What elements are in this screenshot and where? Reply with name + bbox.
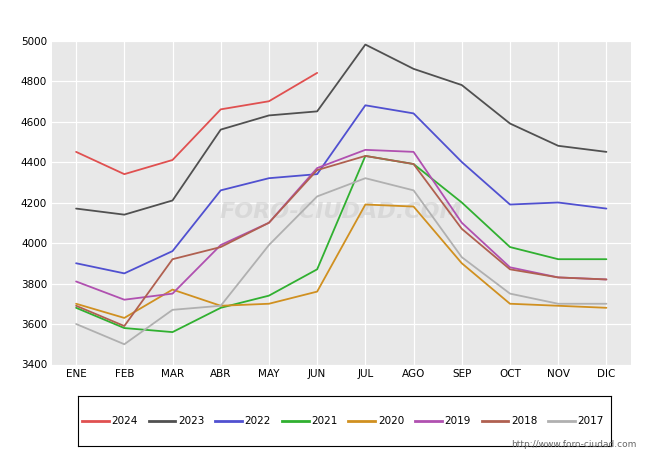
Text: 2017: 2017: [578, 416, 604, 426]
Text: http://www.foro-ciudad.com: http://www.foro-ciudad.com: [512, 440, 637, 449]
Text: 2023: 2023: [178, 416, 204, 426]
Text: 2020: 2020: [378, 416, 404, 426]
Text: Afiliados en Teulada a 31/5/2024: Afiliados en Teulada a 31/5/2024: [190, 8, 460, 26]
Text: 2018: 2018: [511, 416, 538, 426]
Text: FORO-CIUDAD.COM: FORO-CIUDAD.COM: [220, 202, 463, 222]
Text: 2024: 2024: [111, 416, 138, 426]
Text: 2019: 2019: [445, 416, 471, 426]
Text: 2022: 2022: [244, 416, 271, 426]
Text: 2021: 2021: [311, 416, 337, 426]
